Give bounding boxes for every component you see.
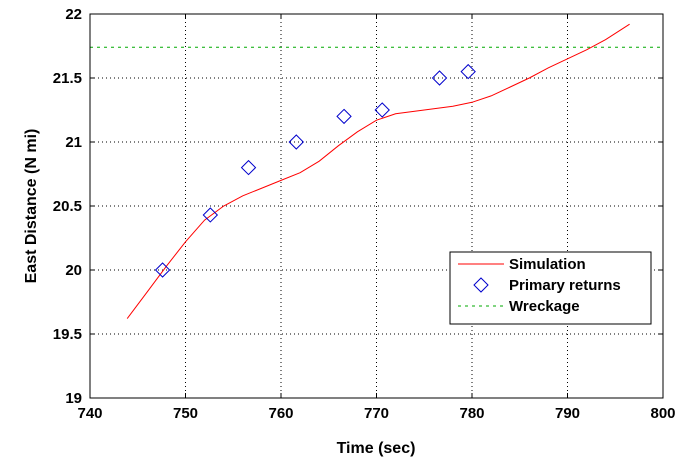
x-tick-label: 800 [650, 405, 675, 422]
y-tick-label: 19.5 [53, 326, 82, 343]
x-tick-label: 790 [555, 405, 580, 422]
marker-primary-returns [460, 63, 476, 80]
y-tick-label: 21 [65, 134, 82, 151]
legend: Simulation Primary returns Wreckage [449, 251, 652, 325]
marker-primary-returns [202, 207, 219, 223]
marker-primary-returns [154, 262, 171, 278]
x-tick-label: 780 [459, 405, 484, 422]
x-tick-label: 750 [173, 405, 198, 422]
legend-label-primary-returns: Primary returns [509, 277, 621, 294]
y-tick-label: 20 [65, 262, 82, 279]
marker-primary-returns [374, 102, 390, 118]
ticks [89, 13, 664, 399]
x-tick-label: 740 [77, 405, 102, 422]
y-tick-label: 22 [65, 6, 82, 23]
grid [90, 14, 663, 398]
x-tick-label: 770 [364, 405, 389, 422]
legend-label-wreckage: Wreckage [509, 298, 580, 315]
marker-primary-returns [336, 108, 352, 125]
series-line-simulation [126, 23, 630, 319]
y-axis-title: East Distance (N mi) [23, 129, 40, 284]
y-tick-label: 19 [65, 390, 82, 407]
tick-labels: 740 750 760 770 780 790 800 19 19.5 20 20.5 21 21.5 2… [53, 6, 676, 422]
y-tick-label: 21.5 [53, 70, 82, 87]
legend-label-simulation: Simulation [509, 256, 586, 273]
x-tick-label: 760 [268, 405, 293, 422]
marker-primary-returns [288, 134, 304, 150]
legend-swatch-primary-returns [473, 277, 489, 293]
series-layer [90, 23, 663, 319]
marker-primary-returns [240, 159, 257, 176]
y-tick-label: 20.5 [53, 198, 82, 215]
x-axis-title: Time (sec) [337, 440, 416, 457]
marker-primary-returns [431, 70, 448, 86]
